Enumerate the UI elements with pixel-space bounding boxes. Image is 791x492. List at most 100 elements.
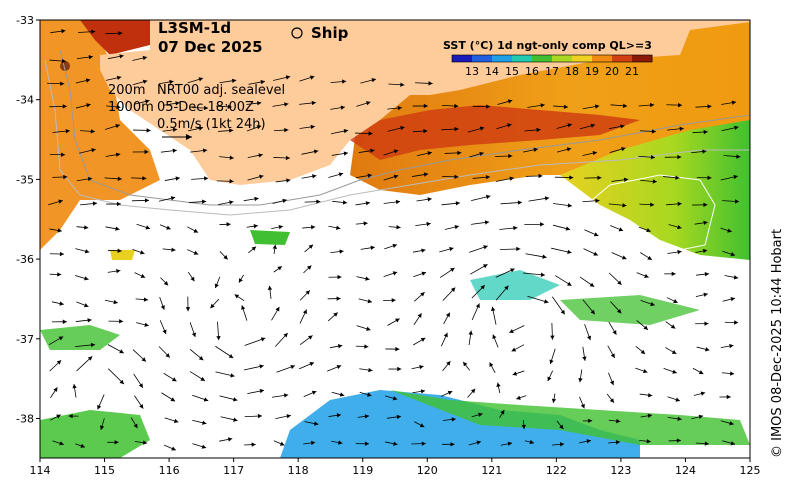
colorbar-swatch <box>532 55 553 62</box>
credit-label: © IMOS 08-Dec-2025 10:44 Hobart <box>770 229 785 458</box>
current-arrowhead <box>144 322 149 327</box>
current-arrowhead <box>703 202 708 208</box>
colorbar-swatch <box>492 55 513 62</box>
current-arrowhead <box>450 442 455 447</box>
current-arrowhead <box>278 224 283 230</box>
current-arrowhead <box>421 271 427 276</box>
current-arrowhead <box>395 199 401 205</box>
current-arrowhead <box>704 441 709 446</box>
current-arrowhead <box>141 357 146 362</box>
sst-south-green <box>390 390 750 445</box>
current-arrowhead <box>142 55 148 61</box>
current-arrowhead <box>99 425 105 430</box>
current-arrowhead <box>363 221 368 226</box>
colorbar-title: SST (°C) 1d ngt-only comp QL>=3 <box>443 39 652 52</box>
current-arrowhead <box>426 221 431 227</box>
current-arrowhead <box>622 103 628 108</box>
current-arrowhead <box>56 360 62 365</box>
current-arrowhead <box>395 318 400 323</box>
current-arrowhead <box>283 333 288 338</box>
current-arrowhead <box>172 148 177 153</box>
current-arrowhead <box>61 28 66 34</box>
current-arrowhead <box>729 343 734 349</box>
current-arrowhead <box>563 104 569 109</box>
current-arrowhead <box>229 179 234 184</box>
current-arrowhead <box>138 383 143 388</box>
current-arrowhead <box>521 424 526 430</box>
current-arrowhead <box>593 232 599 237</box>
current-arrowhead <box>233 397 238 402</box>
current-arrowhead <box>651 129 656 134</box>
current-arrowhead <box>202 420 207 425</box>
current-arrowhead <box>370 148 375 153</box>
current-arrowhead <box>204 105 209 111</box>
current-arrowhead <box>647 413 653 418</box>
current-arrowhead <box>233 417 238 422</box>
y-tick-label: -37 <box>16 333 34 346</box>
current-arrowhead <box>730 297 735 302</box>
x-tick-label: 116 <box>159 464 180 477</box>
contour-eddy <box>578 174 716 251</box>
current-arrowhead <box>370 245 375 250</box>
current-arrowhead <box>145 99 150 104</box>
current-arrowhead <box>253 224 258 229</box>
current-arrowhead <box>393 149 399 154</box>
current-arrowhead <box>68 413 73 419</box>
current-arrowhead <box>454 103 459 109</box>
current-arrowhead <box>144 198 149 203</box>
current-arrowhead <box>549 359 554 364</box>
current-arrowhead <box>116 104 121 110</box>
current-arrowhead <box>595 198 600 203</box>
current-arrowhead <box>400 125 405 131</box>
current-arrowhead <box>193 250 199 255</box>
x-tick-label: 118 <box>288 464 309 477</box>
current-arrowhead <box>677 154 682 160</box>
current-arrowhead <box>730 252 736 257</box>
sst-southwest-green <box>40 410 150 458</box>
current-arrowhead <box>117 176 122 181</box>
current-arrowhead <box>449 246 454 252</box>
current-arrowhead <box>190 276 195 282</box>
y-tick-label: -38 <box>16 413 34 426</box>
current-arrowhead <box>478 412 483 417</box>
current-arrowhead <box>313 149 319 154</box>
current-arrowhead <box>676 438 681 443</box>
contour-1000m <box>44 59 750 216</box>
current-arrowhead <box>223 255 228 260</box>
current-arrowhead <box>646 228 651 233</box>
current-arrowhead <box>171 377 177 382</box>
colorbar-swatch <box>512 55 533 62</box>
current-arrowhead <box>144 149 149 155</box>
current-arrowhead <box>671 349 677 354</box>
current-arrowhead <box>72 384 77 389</box>
colorbar-tick-label: 21 <box>625 65 639 78</box>
current-arrowhead <box>702 248 708 254</box>
current-arrowhead <box>343 128 349 134</box>
sst-western-band <box>40 20 160 250</box>
colorbar-ticks: 13 14 15 16 17 18 19 20 21 <box>465 65 639 78</box>
current-arrowhead <box>446 361 451 366</box>
current-arrowhead <box>302 309 307 315</box>
current-arrowhead <box>578 377 583 383</box>
current-arrowhead <box>677 249 682 255</box>
sealevel-time: 05-Dec 18:00Z <box>157 100 254 115</box>
current-arrowhead <box>204 176 209 181</box>
current-arrowhead <box>569 175 574 180</box>
current-arrowhead <box>312 174 317 179</box>
current-arrowhead <box>455 201 460 206</box>
plot-frame <box>39 19 751 459</box>
current-arrowhead <box>145 225 151 230</box>
current-arrowhead <box>86 103 91 108</box>
current-arrowhead <box>308 244 314 249</box>
current-arrowhead <box>306 265 312 270</box>
current-arrowhead <box>586 439 591 444</box>
current-arrowhead <box>230 373 235 378</box>
current-arrowhead <box>146 128 151 133</box>
current-arrowhead <box>114 440 119 445</box>
vector-scale-arrowhead-icon <box>186 134 192 140</box>
current-arrowhead <box>707 175 712 180</box>
current-arrowhead <box>420 337 426 342</box>
current-arrowhead <box>420 389 426 394</box>
current-arrowhead <box>447 390 453 395</box>
current-arrowhead <box>580 403 585 409</box>
